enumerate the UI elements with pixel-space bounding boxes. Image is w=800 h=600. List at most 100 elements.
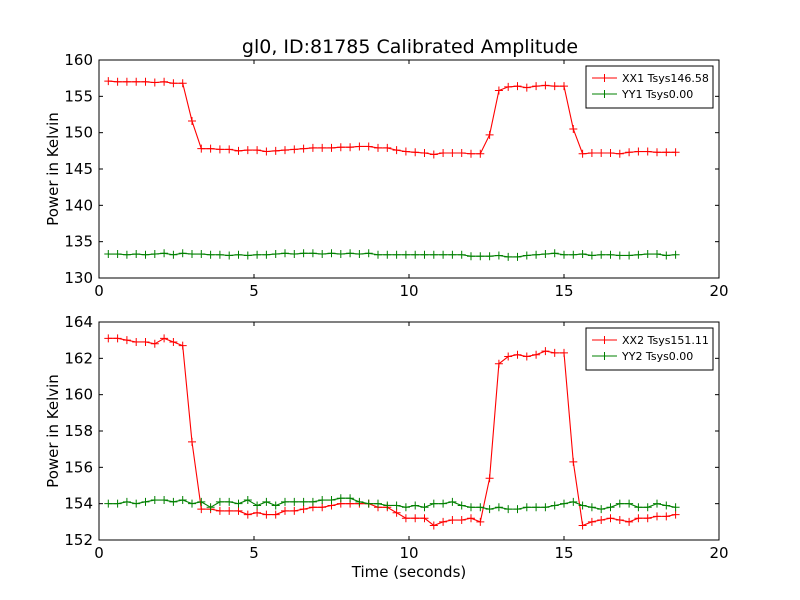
- y-tick-label: 140: [64, 196, 93, 214]
- data-point-marker: [178, 496, 187, 505]
- data-point-marker: [104, 334, 113, 343]
- data-point-marker: [141, 337, 150, 346]
- data-point-marker: [234, 146, 243, 155]
- data-point-marker: [597, 149, 606, 158]
- data-point-marker: [178, 249, 187, 258]
- data-point-marker: [346, 494, 355, 503]
- data-point-marker: [467, 503, 475, 512]
- data-point-marker: [122, 250, 131, 259]
- data-point-marker: [504, 82, 513, 91]
- data-point-marker: [411, 148, 420, 157]
- data-point-marker: [234, 250, 243, 259]
- data-point-marker: [150, 250, 159, 259]
- data-point-marker: [643, 503, 652, 512]
- data-point-marker: [262, 250, 271, 259]
- top-subplot: 0 5 10 15 20 130 135 140 145 150 155 160 Power in Ke…: [44, 51, 729, 300]
- data-point-marker: [597, 516, 606, 525]
- y-axis-label: Power in Kelvin: [44, 112, 62, 226]
- data-point-marker: [429, 250, 438, 259]
- data-point-marker: [634, 250, 643, 259]
- data-point-marker: [420, 503, 429, 512]
- data-point-marker: [122, 77, 131, 86]
- data-point-marker: [606, 149, 615, 158]
- data-point-marker: [197, 250, 206, 259]
- data-point-marker: [439, 499, 448, 508]
- data-point-marker: [299, 505, 308, 514]
- x-tick-label: 5: [249, 544, 259, 562]
- data-point-marker: [560, 499, 568, 508]
- data-point-marker: [643, 250, 652, 259]
- chart-title: gl0, ID:81785 Calibrated Amplitude: [242, 36, 578, 58]
- data-point-marker: [541, 81, 550, 90]
- data-point-marker: [457, 149, 466, 158]
- data-point-marker: [160, 496, 169, 505]
- legend-entry-label: XX2 Tsys151.11: [622, 334, 709, 347]
- y-axis-label: Power in Kelvin: [44, 374, 62, 488]
- data-point-marker: [578, 149, 587, 158]
- data-point-marker: [513, 82, 522, 91]
- data-point-marker: [671, 148, 680, 157]
- data-point-marker: [550, 348, 559, 357]
- y-tick-label: 135: [64, 233, 93, 251]
- data-point-marker: [169, 250, 178, 259]
- data-point-marker: [457, 250, 466, 259]
- data-point-marker: [476, 503, 485, 512]
- data-point-marker: [476, 149, 485, 158]
- data-point-marker: [327, 143, 336, 152]
- series-line-yy2: [108, 497, 676, 510]
- data-point-marker: [346, 249, 355, 258]
- data-point-marker: [374, 250, 382, 259]
- data-point-marker: [550, 249, 559, 258]
- data-point-marker: [281, 146, 289, 155]
- data-point-marker: [597, 505, 606, 514]
- data-point-marker: [104, 499, 113, 508]
- data-point-marker: [197, 497, 206, 506]
- data-point-marker: [569, 125, 578, 134]
- x-axis-label: Time (seconds): [351, 563, 467, 581]
- data-point-marker: [392, 508, 401, 517]
- data-point-marker: [104, 77, 113, 86]
- data-point-marker: [485, 252, 494, 261]
- data-point-marker: [188, 250, 196, 259]
- data-point-marker: [336, 143, 345, 152]
- legend-swatch-marker: [600, 352, 609, 360]
- y-tick-label: 145: [64, 160, 93, 178]
- data-point-marker: [541, 347, 550, 356]
- data-point-marker: [522, 352, 531, 361]
- data-point-marker: [485, 474, 494, 483]
- data-point-marker: [439, 250, 448, 259]
- x-tick-label: 0: [94, 544, 104, 562]
- y-tick-label: 150: [64, 124, 93, 142]
- data-point-marker: [160, 334, 169, 343]
- data-point-marker: [271, 250, 280, 259]
- data-point-marker: [262, 510, 271, 519]
- data-point-marker: [188, 437, 196, 446]
- data-point-marker: [420, 250, 429, 259]
- data-point-marker: [560, 82, 568, 91]
- y-tick-label: 154: [64, 495, 93, 513]
- data-point-marker: [243, 251, 252, 260]
- data-point-marker: [169, 497, 178, 506]
- data-point-marker: [550, 82, 559, 91]
- data-point-marker: [206, 144, 215, 153]
- data-point-marker: [615, 149, 624, 158]
- data-point-marker: [634, 147, 643, 156]
- data-point-marker: [662, 512, 671, 521]
- data-point-marker: [513, 505, 522, 514]
- data-point-marker: [253, 501, 262, 510]
- data-point-marker: [141, 250, 150, 259]
- legend-entry-label: YY2 Tsys0.00: [621, 350, 693, 363]
- data-point-marker: [383, 143, 392, 152]
- data-point-marker: [494, 503, 503, 512]
- data-point-marker: [569, 250, 578, 259]
- data-point-marker: [653, 250, 661, 259]
- data-point-marker: [225, 506, 234, 515]
- data-point-marker: [374, 499, 382, 508]
- data-point-marker: [206, 250, 215, 259]
- data-point-marker: [308, 249, 317, 258]
- x-tick-label: 15: [554, 282, 573, 300]
- data-point-marker: [671, 510, 680, 519]
- data-point-marker: [327, 249, 336, 258]
- y-tick-label: 130: [64, 269, 93, 287]
